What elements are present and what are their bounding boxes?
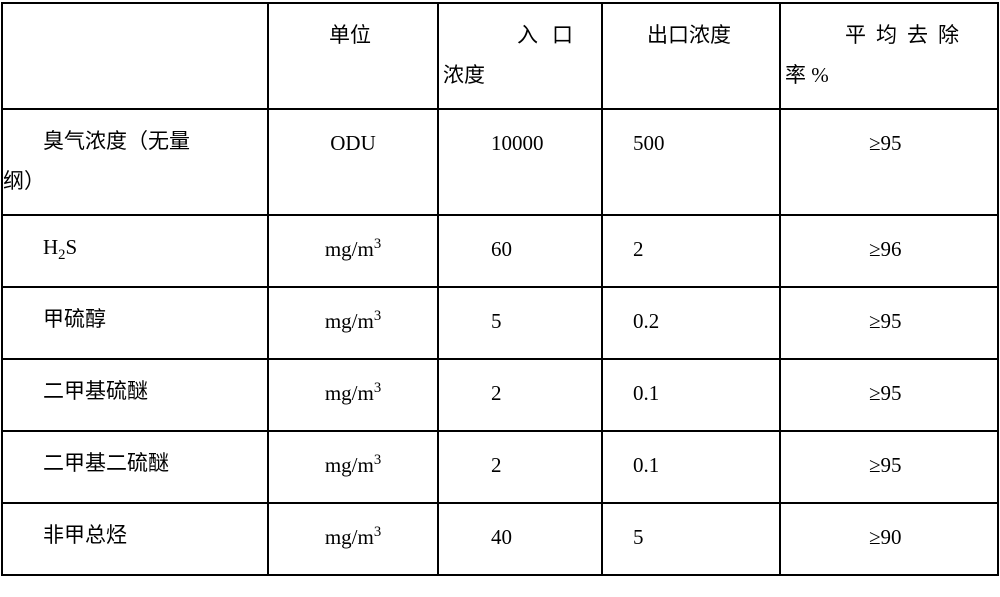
header-removal: 平均去除 率 % xyxy=(780,3,998,109)
cell-name: 二甲基硫醚 xyxy=(2,359,268,431)
cell-unit: mg/m3 xyxy=(268,359,438,431)
header-outlet: 出口浓度 xyxy=(602,3,780,109)
header-inlet-line1: 入口 xyxy=(443,23,587,47)
header-removal-line2: 率 % xyxy=(785,56,993,96)
name-line2: 纲） xyxy=(3,169,45,193)
cell-inlet: 10000 xyxy=(438,109,602,215)
cell-name: 甲硫醇 xyxy=(2,287,268,359)
cell-outlet: 0.1 xyxy=(602,431,780,503)
cell-inlet: 5 xyxy=(438,287,602,359)
table-row: 臭气浓度（无量 纲） ODU 10000 500 ≥95 xyxy=(2,109,998,215)
cell-removal: ≥95 xyxy=(780,359,998,431)
header-inlet-line2: 浓度 xyxy=(443,56,597,96)
header-outlet-text: 出口浓度 xyxy=(607,16,775,56)
table-row: 二甲基硫醚 mg/m3 2 0.1 ≥95 xyxy=(2,359,998,431)
cell-outlet: 0.1 xyxy=(602,359,780,431)
cell-name: 臭气浓度（无量 纲） xyxy=(2,109,268,215)
cell-name: 非甲总烃 xyxy=(2,503,268,575)
cell-removal: ≥95 xyxy=(780,109,998,215)
name-line1: 二甲基硫醚 xyxy=(3,379,148,403)
header-unit-text: 单位 xyxy=(273,16,433,56)
cell-removal: ≥95 xyxy=(780,431,998,503)
cell-unit: mg/m3 xyxy=(268,215,438,287)
cell-name: H2S xyxy=(2,215,268,287)
cell-outlet: 5 xyxy=(602,503,780,575)
header-inlet: 入口 浓度 xyxy=(438,3,602,109)
header-removal-line1: 平均去除 xyxy=(785,23,969,47)
name-line1: 臭气浓度（无量 xyxy=(3,129,190,153)
cell-inlet: 2 xyxy=(438,431,602,503)
data-table: 单位 入口 浓度 出口浓度 平均去除 率 % 臭气浓度（无量 纲） ODU 10… xyxy=(1,2,999,576)
name-line1: 二甲基二硫醚 xyxy=(3,451,169,475)
name-line1: 甲硫醇 xyxy=(3,307,106,331)
cell-removal: ≥90 xyxy=(780,503,998,575)
cell-inlet: 2 xyxy=(438,359,602,431)
table-row: 非甲总烃 mg/m3 40 5 ≥90 xyxy=(2,503,998,575)
cell-inlet: 40 xyxy=(438,503,602,575)
table-row: 甲硫醇 mg/m3 5 0.2 ≥95 xyxy=(2,287,998,359)
name-line1: H2S xyxy=(3,235,77,259)
cell-name: 二甲基二硫醚 xyxy=(2,431,268,503)
table-row: 二甲基二硫醚 mg/m3 2 0.1 ≥95 xyxy=(2,431,998,503)
cell-unit: ODU xyxy=(268,109,438,215)
header-row: 单位 入口 浓度 出口浓度 平均去除 率 % xyxy=(2,3,998,109)
cell-inlet: 60 xyxy=(438,215,602,287)
cell-outlet: 500 xyxy=(602,109,780,215)
table-row: H2S mg/m3 60 2 ≥96 xyxy=(2,215,998,287)
cell-outlet: 0.2 xyxy=(602,287,780,359)
cell-removal: ≥95 xyxy=(780,287,998,359)
header-unit: 单位 xyxy=(268,3,438,109)
header-name xyxy=(2,3,268,109)
cell-removal: ≥96 xyxy=(780,215,998,287)
cell-unit: mg/m3 xyxy=(268,503,438,575)
cell-unit: mg/m3 xyxy=(268,431,438,503)
cell-outlet: 2 xyxy=(602,215,780,287)
cell-unit: mg/m3 xyxy=(268,287,438,359)
name-line1: 非甲总烃 xyxy=(3,523,127,547)
